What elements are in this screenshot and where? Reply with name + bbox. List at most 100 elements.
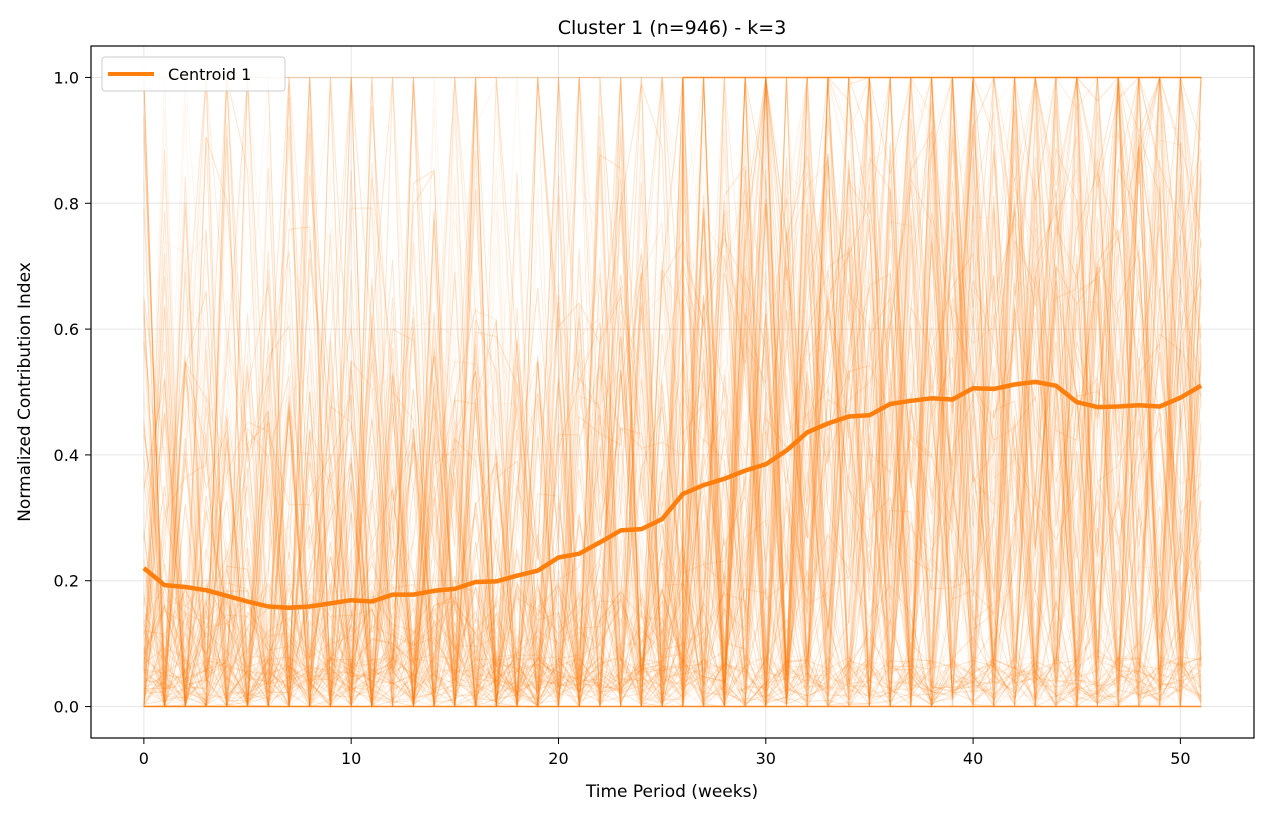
member-trace [143, 149, 1202, 707]
member-trace [143, 77, 1202, 709]
member-trace [143, 77, 1202, 687]
member-trace [143, 90, 1202, 708]
member-trace [143, 77, 1202, 709]
member-trace [143, 168, 1202, 707]
legend: Centroid 1 [101, 56, 286, 92]
member-trace [143, 77, 1202, 707]
member-trace [143, 77, 1202, 708]
member-trace [143, 75, 1202, 709]
member-trace [143, 77, 1202, 707]
member-trace [143, 132, 1202, 705]
member-trace [143, 77, 1202, 709]
member-trace [143, 77, 1202, 709]
x-axis-ticks: 0 10 20 30 40 50 [139, 738, 1191, 768]
member-trace [143, 77, 1202, 707]
member-trace [143, 77, 1202, 709]
member-trace [143, 156, 1202, 707]
member-trace [143, 83, 1202, 706]
member-trace [143, 79, 1202, 706]
y-tick-label: 0.4 [54, 446, 79, 465]
member-trace [143, 76, 1202, 689]
member-trace [143, 77, 1202, 708]
member-trace [143, 77, 1202, 707]
member-trace [143, 77, 1202, 709]
member-trace [143, 77, 1202, 706]
member-trace [143, 119, 1202, 707]
member-trace [143, 98, 1202, 708]
member-trace [143, 176, 1202, 706]
member-trace [143, 77, 1202, 707]
x-tick-label: 50 [1170, 749, 1190, 768]
member-trace [143, 77, 1202, 709]
member-trace [143, 118, 1202, 708]
member-trace [143, 151, 1202, 708]
member-trace [143, 77, 1202, 709]
member-trace [143, 77, 1202, 709]
legend-label-centroid: Centroid 1 [168, 65, 251, 84]
member-trace [143, 91, 1202, 707]
member-trace [143, 77, 1202, 707]
member-trace [143, 77, 1202, 708]
x-tick-label: 20 [548, 749, 568, 768]
member-trace [143, 77, 1202, 707]
member-trace [143, 91, 1202, 708]
member-trace [143, 77, 1202, 708]
member-trace [143, 77, 1202, 708]
member-trace [143, 97, 1202, 708]
member-trace [143, 77, 1202, 708]
member-trace [143, 75, 1202, 709]
member-trace [143, 194, 1202, 706]
plot-frame [90, 45, 1255, 739]
member-trace [143, 187, 1202, 703]
y-tick-label: 1.0 [54, 68, 79, 87]
member-trace [143, 195, 1202, 707]
member-trace [143, 77, 1202, 707]
member-trace [143, 77, 1202, 708]
legend-box [101, 56, 286, 92]
member-trace [143, 96, 1202, 708]
member-trace [143, 83, 1202, 707]
member-trace [143, 77, 1202, 708]
member-trace [143, 176, 1202, 706]
member-trace [143, 194, 1202, 706]
member-trace [143, 185, 1202, 705]
member-trace [143, 77, 1202, 707]
member-trace [143, 142, 1202, 707]
member-trace [143, 194, 1202, 706]
member-trace [143, 77, 1202, 705]
member-trace [143, 168, 1202, 707]
member-trace [143, 77, 1202, 707]
member-trace [143, 116, 1202, 707]
member-trace [143, 113, 1202, 707]
member-trace [143, 77, 1202, 706]
member-trace [143, 77, 1202, 707]
member-trace [143, 90, 1202, 706]
member-trace [143, 111, 1202, 708]
member-trace [143, 77, 1202, 708]
member-trace [143, 165, 1202, 706]
member-trace [143, 77, 1202, 709]
member-trace [143, 132, 1202, 705]
member-trace [143, 96, 1202, 707]
member-trace [143, 102, 1202, 707]
member-trace [143, 77, 1202, 707]
member-trace [143, 77, 1202, 702]
member-trace [143, 82, 1202, 705]
member-trace [143, 77, 1202, 709]
member-trace [143, 77, 1202, 709]
member-trace [143, 77, 1202, 706]
member-trace [143, 77, 1202, 706]
member-trace [143, 77, 1202, 707]
member-trace [143, 114, 1202, 707]
member-trace [143, 168, 1202, 707]
member-trace [143, 126, 1202, 706]
member-trace [143, 77, 1202, 708]
member-trace [143, 75, 1202, 708]
centroid-series [142, 379, 1203, 611]
member-trace [143, 83, 1202, 708]
member-trace [143, 129, 1202, 707]
member-trace [143, 101, 1202, 708]
member-trace [143, 93, 1202, 708]
member-trace [143, 77, 1202, 709]
member-trace [143, 77, 1202, 707]
